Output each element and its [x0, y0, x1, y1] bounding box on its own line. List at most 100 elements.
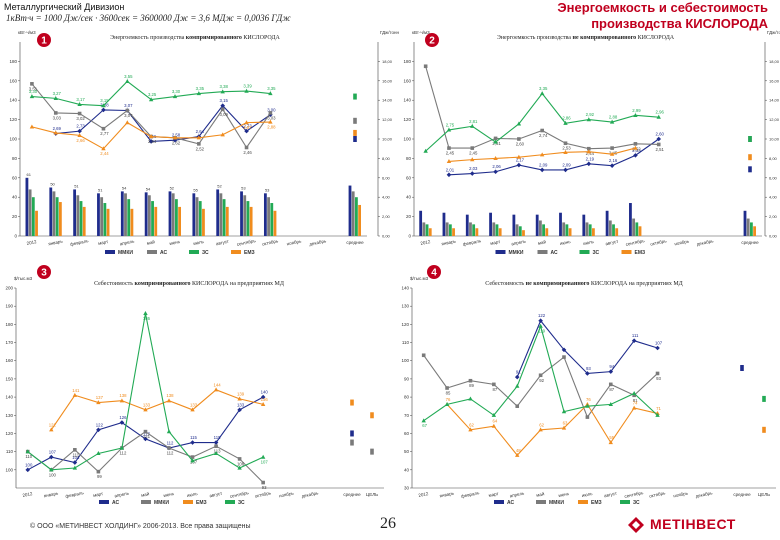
data-label: 3,35 [539, 86, 548, 91]
series-marker [539, 152, 545, 157]
y-tick-label: 30 [404, 486, 410, 491]
bar [592, 228, 595, 236]
series-marker [166, 398, 172, 403]
data-label: 2,87 [243, 125, 252, 130]
x-tick-label: 2012 [420, 239, 431, 246]
bar [518, 226, 522, 236]
data-label: 186 [143, 316, 151, 321]
series-marker [172, 135, 178, 140]
bar-label: 50 [50, 182, 55, 187]
series-marker [538, 373, 543, 378]
series-marker [260, 394, 266, 400]
data-label: 111 [73, 452, 80, 457]
series-marker [237, 465, 242, 470]
x-tick-label: январь [441, 238, 457, 246]
series-line-ЕМЗ [446, 403, 658, 457]
series-marker [587, 146, 591, 151]
y2-tick-label: 12,00 [382, 117, 393, 122]
y2-tick-label: 4,00 [769, 195, 778, 200]
data-label: 87 [609, 387, 614, 392]
series-marker [166, 429, 172, 434]
data-label: 2,62 [172, 140, 181, 145]
series-marker [125, 120, 130, 125]
series-marker [96, 427, 101, 433]
summary-marker [748, 166, 752, 173]
series-marker [539, 167, 545, 173]
x-tick-label: август [209, 491, 223, 499]
series-line-ММК [448, 138, 660, 176]
series-marker [148, 134, 154, 139]
bar [25, 177, 29, 236]
bar [178, 206, 181, 236]
series-marker [244, 145, 249, 150]
data-label: 85 [446, 391, 451, 396]
y2-tick-label: 6,00 [769, 175, 778, 180]
bar [55, 197, 59, 236]
y2-tick-label: 14,00 [769, 98, 780, 103]
data-label: 2,01 [446, 167, 455, 172]
bar [240, 191, 243, 236]
y-tick-label: 190 [5, 304, 13, 309]
series-marker [190, 440, 195, 445]
page-number: 26 [380, 515, 396, 532]
y2-tick-label: 16,00 [382, 78, 393, 83]
data-label: 3,03 [53, 115, 62, 120]
x-summary-label: среднее [741, 240, 759, 245]
x-tick-label: октябрь [649, 490, 667, 498]
y-axis-label: кВт·ч/м3 [412, 30, 430, 35]
data-label: 138 [119, 393, 127, 398]
data-label: 3,51 [29, 86, 38, 91]
series-marker [631, 405, 637, 410]
data-label: 137 [96, 395, 104, 400]
bar [495, 224, 499, 236]
data-label: 63 [563, 421, 568, 426]
bar [632, 218, 636, 236]
bar [144, 192, 148, 236]
data-label: 3,55 [124, 74, 133, 79]
series-marker [561, 409, 567, 414]
data-label: 104 [72, 455, 80, 460]
legend-label: ЕМЗ [196, 500, 207, 506]
x-tick-label: апрель [511, 238, 527, 246]
panel-number-text: 3 [41, 268, 47, 279]
y-tick-label: 100 [403, 137, 411, 142]
series-marker [470, 157, 475, 162]
bar [195, 197, 199, 236]
data-label: 2,66 [76, 138, 85, 143]
summary-marker [748, 154, 752, 161]
panel-number-badge [37, 265, 51, 279]
data-label: 2,19 [586, 156, 595, 161]
data-label: 110 [25, 454, 32, 459]
panel-number-badge [37, 33, 51, 47]
series-marker [633, 145, 638, 150]
series-marker [492, 382, 496, 387]
legend-swatch [578, 500, 588, 504]
data-label: 126 [119, 415, 127, 420]
data-label: 48 [516, 448, 521, 453]
x-tick-label: май [146, 238, 156, 246]
data-label: 2,60 [516, 142, 525, 147]
y-tick-label: 110 [6, 449, 14, 454]
legend-label: ЗС [202, 250, 209, 256]
data-label: 2,69 [53, 126, 62, 131]
y2-tick-label: 2,00 [382, 214, 391, 219]
bar [202, 208, 205, 236]
y-tick-label: 180 [403, 59, 411, 64]
y-tick-label: 60 [12, 175, 18, 180]
bar [585, 222, 589, 236]
series-marker [143, 436, 148, 442]
bar [445, 222, 449, 236]
x-tick-label: июнь [559, 239, 571, 246]
data-label: 112 [167, 441, 174, 446]
series-marker [77, 111, 82, 116]
x-tick-label: май [536, 490, 546, 498]
y2-tick-label: 8,00 [769, 156, 778, 161]
bar [615, 228, 619, 236]
data-label: 2,52 [196, 146, 205, 151]
series-marker [260, 401, 266, 406]
y-tick-label: 40 [404, 467, 410, 472]
bar [97, 193, 100, 236]
data-label: 111 [632, 333, 639, 338]
series-marker [53, 95, 58, 100]
bar [151, 201, 154, 236]
